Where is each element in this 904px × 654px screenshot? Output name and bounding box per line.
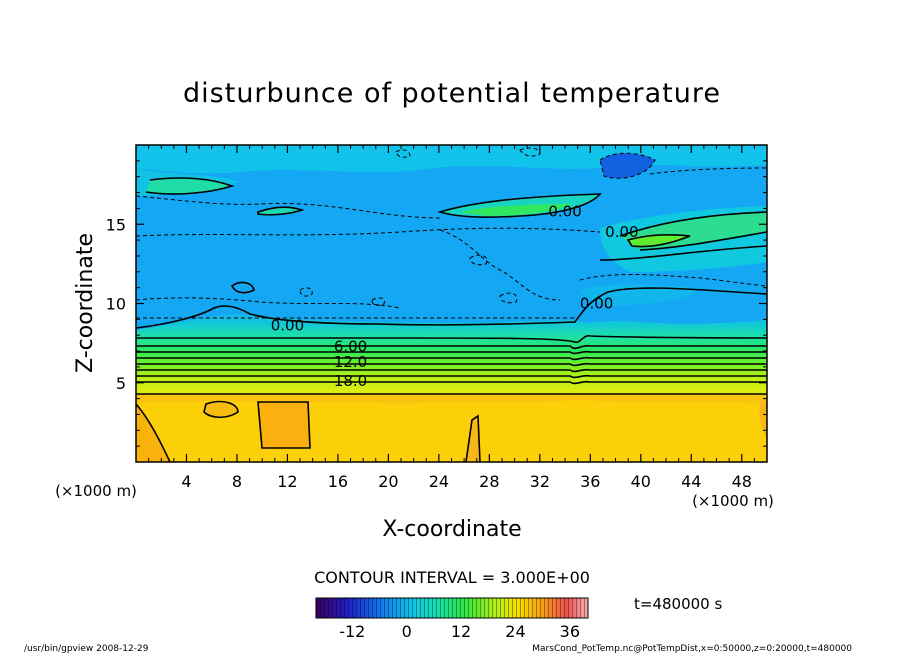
contour-label: 0.00 bbox=[605, 223, 638, 241]
contour-label: 0.00 bbox=[271, 317, 304, 335]
x-tick-label: 8 bbox=[232, 472, 242, 491]
colorbar-tick-label: -12 bbox=[339, 622, 365, 641]
y-tick-label: 5 bbox=[116, 374, 126, 393]
x-tick-label: 4 bbox=[181, 472, 191, 491]
y-unit-label: (×1000 m) bbox=[55, 482, 137, 500]
x-tick-label: 48 bbox=[732, 472, 752, 491]
contour-interval-label: CONTOUR INTERVAL = 3.000E+00 bbox=[314, 568, 590, 587]
footer-right: MarsCond_PotTemp.nc@PotTempDist,x=0:5000… bbox=[532, 644, 852, 654]
contour-label: 6.00 bbox=[334, 337, 367, 355]
colorbar-tick-label: 12 bbox=[451, 622, 471, 641]
x-axis-label: X-coordinate bbox=[382, 517, 521, 542]
contour-label: 0.00 bbox=[580, 295, 613, 313]
contour-label: 18.0 bbox=[334, 372, 367, 390]
x-tick-label: 44 bbox=[681, 472, 701, 491]
colorbar bbox=[315, 597, 589, 619]
heatmap-field bbox=[136, 145, 767, 462]
x-tick-label: 32 bbox=[530, 472, 550, 491]
x-tick-label: 24 bbox=[429, 472, 449, 491]
x-axis-ticks: 4 8 12 16 20 24 28 32 36 40 44 48 bbox=[148, 145, 755, 491]
contour-label: 0.00 bbox=[548, 203, 581, 221]
y-axis-label: Z-coordinate bbox=[73, 233, 98, 373]
x-tick-label: 20 bbox=[378, 472, 398, 491]
x-tick-label: 12 bbox=[277, 472, 297, 491]
colorbar-tick-label: 36 bbox=[560, 622, 580, 641]
y-tick-label: 10 bbox=[106, 295, 126, 314]
chart-title: disturbunce of potential temperature bbox=[183, 78, 721, 109]
time-label: t=480000 s bbox=[634, 595, 722, 613]
footer-left: /usr/bin/gpview 2008-12-29 bbox=[24, 644, 149, 654]
x-tick-label: 40 bbox=[631, 472, 651, 491]
colorbar-tick-label: 24 bbox=[505, 622, 525, 641]
colorbar-ticks: -12 0 12 24 36 bbox=[339, 622, 580, 641]
colorbar-tick-label: 0 bbox=[402, 622, 412, 641]
x-tick-label: 36 bbox=[580, 472, 600, 491]
contour-label: 12.0 bbox=[334, 353, 367, 371]
y-tick-label: 15 bbox=[106, 215, 126, 234]
x-unit-label: (×1000 m) bbox=[692, 492, 774, 510]
x-tick-label: 16 bbox=[328, 472, 348, 491]
x-tick-label: 28 bbox=[479, 472, 499, 491]
y-axis-ticks: 5 10 15 bbox=[106, 160, 767, 447]
